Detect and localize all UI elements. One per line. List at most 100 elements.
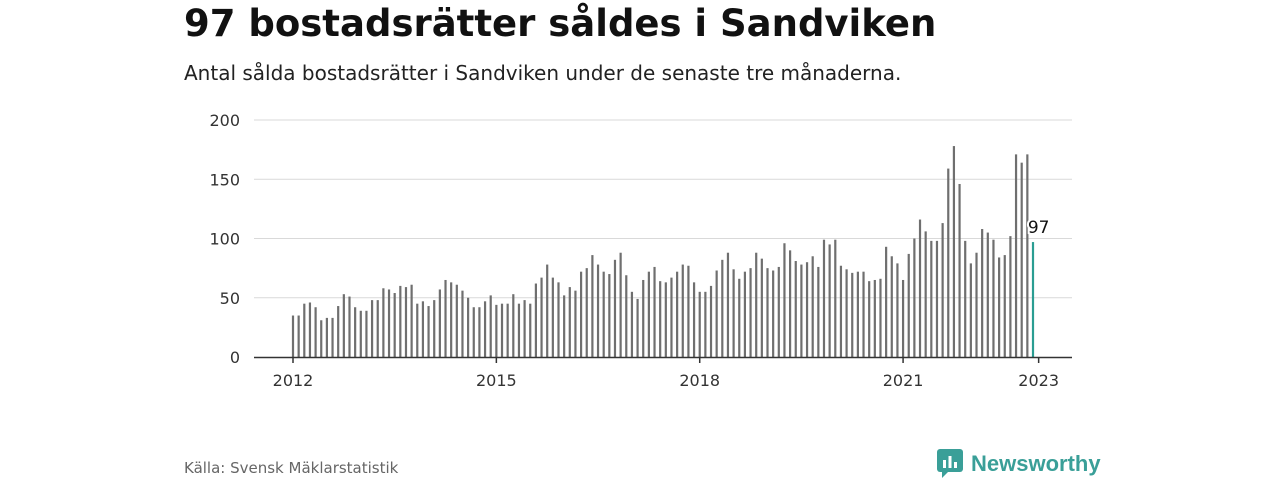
bar-49 — [568, 287, 571, 357]
bar-77 — [726, 252, 730, 357]
bar-59 — [625, 275, 628, 357]
bar-71 — [692, 282, 696, 357]
bar-33 — [478, 307, 481, 357]
bar-130 — [1026, 154, 1029, 357]
bar-100 — [856, 271, 859, 357]
bar-87 — [783, 243, 786, 357]
bar-84 — [766, 268, 769, 358]
bar-43 — [534, 283, 537, 357]
bar-86 — [777, 266, 780, 357]
y-tick-label-50: 50 — [220, 289, 240, 308]
bar-98 — [845, 269, 848, 357]
bar-105 — [885, 246, 888, 357]
bar-106 — [890, 256, 893, 357]
bar-81 — [749, 268, 752, 358]
bar-20 — [404, 287, 408, 357]
bar-94 — [822, 239, 826, 357]
bar-35 — [489, 295, 492, 357]
bar-117 — [952, 146, 956, 357]
bar-4 — [314, 307, 317, 357]
newsworthy-logo-icon — [937, 449, 963, 478]
bar-57 — [613, 259, 617, 357]
x-tick-label-2015: 2015 — [476, 371, 517, 390]
bar-52 — [585, 268, 588, 358]
bar-89 — [794, 261, 797, 357]
chart-subtitle: Antal sålda bostadsrätter i Sandviken un… — [184, 61, 902, 85]
annotations: 97 — [1026, 216, 1052, 240]
bar-27 — [444, 279, 447, 357]
bar-85 — [772, 270, 775, 357]
bar-5 — [320, 320, 323, 357]
x-axis-ticks: 2012 2015 2018 2021 2023 — [273, 357, 1059, 390]
bar-38 — [506, 303, 509, 357]
source-note: Källa: Svensk Mäklarstatistik — [184, 459, 399, 477]
bar-32 — [472, 307, 475, 357]
bar-116 — [947, 168, 950, 357]
bar-66 — [664, 282, 667, 357]
bar-9 — [342, 294, 345, 357]
bar-76 — [721, 259, 724, 357]
bar-125 — [998, 257, 1001, 357]
bar-114 — [935, 240, 939, 357]
bar-0 — [291, 315, 295, 357]
brand-logo: Newsworthy — [937, 449, 1101, 479]
bar-40 — [517, 303, 521, 357]
bars — [291, 146, 1035, 358]
brand-name: Newsworthy — [971, 451, 1101, 476]
bar-6 — [325, 317, 328, 357]
bar-19 — [399, 285, 402, 357]
bar-108 — [901, 279, 905, 357]
y-tick-label-150: 150 — [209, 170, 240, 189]
bar-18 — [393, 293, 396, 357]
bar-44 — [540, 277, 543, 357]
bar-22 — [416, 303, 419, 357]
bar-55 — [602, 271, 605, 357]
bar-7 — [331, 317, 334, 357]
bar-111 — [918, 219, 922, 357]
x-tick-label-2012: 2012 — [273, 371, 314, 390]
bar-37 — [500, 303, 504, 357]
bar-62 — [642, 279, 645, 357]
y-tick-label-100: 100 — [209, 230, 240, 249]
bar-65 — [659, 281, 662, 357]
bar-56 — [608, 274, 611, 357]
bar-93 — [817, 266, 820, 357]
bar-12 — [359, 310, 362, 357]
bar-118 — [958, 183, 961, 357]
bar-82 — [755, 252, 758, 357]
bar-110 — [913, 238, 916, 357]
bar-58 — [619, 252, 622, 357]
bar-47 — [557, 282, 560, 357]
bar-92 — [811, 256, 814, 357]
bar-95 — [828, 244, 831, 357]
bar-64 — [653, 266, 656, 357]
bar-91 — [805, 262, 809, 357]
bar-99 — [851, 272, 854, 357]
bar-79 — [738, 278, 741, 357]
bar-80 — [743, 271, 747, 357]
bar-128 — [1014, 154, 1018, 357]
bar-70 — [687, 265, 690, 357]
bar-23 — [421, 301, 425, 357]
bar-51 — [579, 271, 583, 357]
bar-chart: 0 50 100 150 200 2012 2015 2018 2021 2023 97 — [209, 111, 1072, 390]
bar-28 — [450, 282, 453, 357]
bar-72 — [698, 291, 701, 357]
x-tick-label-2018: 2018 — [679, 371, 720, 390]
bar-104 — [879, 278, 882, 357]
bar-123 — [986, 232, 989, 357]
bar-126 — [1003, 255, 1006, 357]
bar-30 — [461, 290, 464, 357]
bar-129 — [1020, 162, 1023, 357]
bar-36 — [495, 304, 498, 357]
bar-63 — [647, 271, 650, 357]
bar-21 — [410, 284, 413, 357]
bar-53 — [591, 255, 594, 357]
bar-61 — [636, 298, 639, 357]
bar-3 — [308, 302, 312, 357]
bar-54 — [596, 264, 600, 357]
gridlines — [254, 119, 1072, 299]
bar-11 — [354, 307, 357, 357]
bar-48 — [563, 295, 566, 357]
bar-31 — [467, 297, 470, 357]
